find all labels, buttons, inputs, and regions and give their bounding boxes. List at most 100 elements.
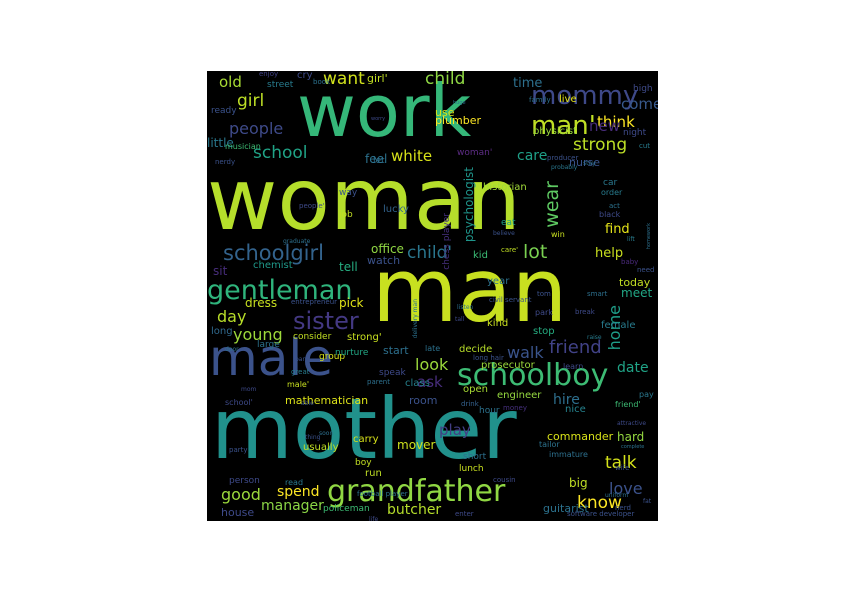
word-cut: cut (639, 142, 651, 150)
word-stop: stop (533, 326, 555, 337)
word-family: family (529, 96, 551, 104)
word-long: long (211, 326, 233, 337)
word-dress: dress (245, 296, 278, 310)
word-uniform: uniform (605, 492, 629, 499)
word-little: little (207, 136, 234, 150)
word-care: care (517, 148, 548, 164)
word-use: use (435, 106, 455, 119)
word-lift: lift (627, 236, 635, 243)
word-hard: hard (617, 430, 645, 444)
word-enter: enter (455, 510, 474, 518)
word-way: way (339, 188, 358, 198)
word-able: able (301, 400, 314, 407)
word-school: school (253, 143, 308, 163)
word-book: book (313, 78, 331, 86)
word-child: child (425, 71, 466, 89)
word-girl: girl (237, 91, 265, 111)
word-look: look (415, 355, 449, 374)
word-lot: lot (523, 241, 548, 263)
word-pick: pick (339, 296, 364, 310)
word-hour: hour (479, 406, 500, 416)
word-party: party (229, 446, 248, 454)
word-football-player: football player (357, 490, 408, 498)
word-prosecutor: prosecutor (481, 360, 535, 371)
word-know: know (577, 493, 622, 513)
word-delivery-man: delivery man (412, 299, 419, 339)
word-big: big (569, 476, 588, 490)
word-come: come (621, 95, 658, 113)
word-start: start (383, 344, 409, 357)
word-nurse: nurse (569, 156, 600, 169)
word-smart: smart (587, 290, 608, 298)
word-high: high (633, 84, 653, 94)
word-kind: kind (487, 318, 509, 329)
word-schoolgirl: schoolgirl (223, 241, 324, 265)
word-drink: drink (461, 400, 479, 408)
word-huge: huge (453, 100, 466, 106)
word-tom: tom (537, 290, 551, 298)
word-new: new (589, 117, 621, 135)
word-young: young (233, 325, 283, 344)
word-enjoy: enjoy (259, 71, 279, 78)
word-civil-servant: civil servant (489, 296, 532, 304)
word-day: day (217, 307, 247, 326)
word-learn: learn (563, 362, 584, 371)
word-need: need (637, 266, 655, 274)
word-parent: parent (367, 378, 390, 386)
word-commander: commander (547, 430, 614, 443)
word-consider: consider (293, 332, 332, 342)
word-stay: stay (583, 160, 596, 167)
word-white: white (391, 147, 433, 165)
word-speak: speak (379, 368, 406, 378)
word-live: live (559, 94, 577, 105)
word-mommy: mommy (531, 81, 639, 111)
word-cry: cry (297, 71, 313, 81)
word-male: male (209, 329, 333, 387)
word-house: house (221, 506, 255, 519)
word-mathematician: mathematician (285, 394, 369, 407)
word-watch: watch (367, 254, 401, 267)
word-act: act (609, 202, 620, 210)
word-manager: manager (261, 498, 324, 514)
word-feel: feel (365, 152, 388, 166)
word-room: room (409, 394, 438, 407)
word-boy: boy (355, 458, 372, 468)
word-want: want (323, 71, 365, 89)
word-software-developer: software developer (567, 510, 635, 518)
word-entrepreneur: entrepreneur (291, 298, 338, 306)
word-producer: producer (547, 154, 579, 162)
word-friend: friend (549, 337, 602, 358)
word-policeman: policeman (323, 504, 370, 514)
word-raise: raise (587, 334, 602, 341)
word-gentleman: gentleman (207, 275, 353, 306)
word-tell: tell (339, 260, 358, 274)
word-order: order (601, 188, 623, 197)
word-schoolboy: schoolboy (457, 358, 609, 393)
word-good: good (221, 485, 261, 504)
word-sit: sit (213, 264, 228, 278)
word-win: win (551, 230, 565, 239)
word-tailor: tailor (539, 440, 560, 449)
word-physicist: physicist (533, 126, 577, 137)
word-psychologist: psychologist (462, 167, 476, 243)
word-plumber: plumber (435, 114, 481, 127)
word-chess-player: chess player (442, 213, 452, 270)
word-mother: mother (211, 380, 517, 478)
word-old: old (219, 73, 242, 91)
word-office: office (371, 242, 404, 256)
word-play: play (439, 421, 471, 439)
word-guitarist: guitarist (543, 502, 589, 515)
word-mom: mom (241, 386, 257, 393)
word-eat: eat (501, 218, 516, 228)
word-meet: meet (621, 286, 653, 300)
word-hire: hire (553, 392, 580, 408)
word-nerd: nerd (615, 504, 631, 512)
word-strong: strong' (347, 332, 382, 343)
word-door: door (225, 346, 239, 353)
word-believe: believe (493, 230, 515, 237)
word-immature: immature (549, 450, 588, 459)
word-run: run (365, 468, 382, 479)
word-woman: woman' (457, 148, 493, 158)
word-today: today (619, 276, 651, 289)
word-spend: spend (277, 484, 320, 500)
